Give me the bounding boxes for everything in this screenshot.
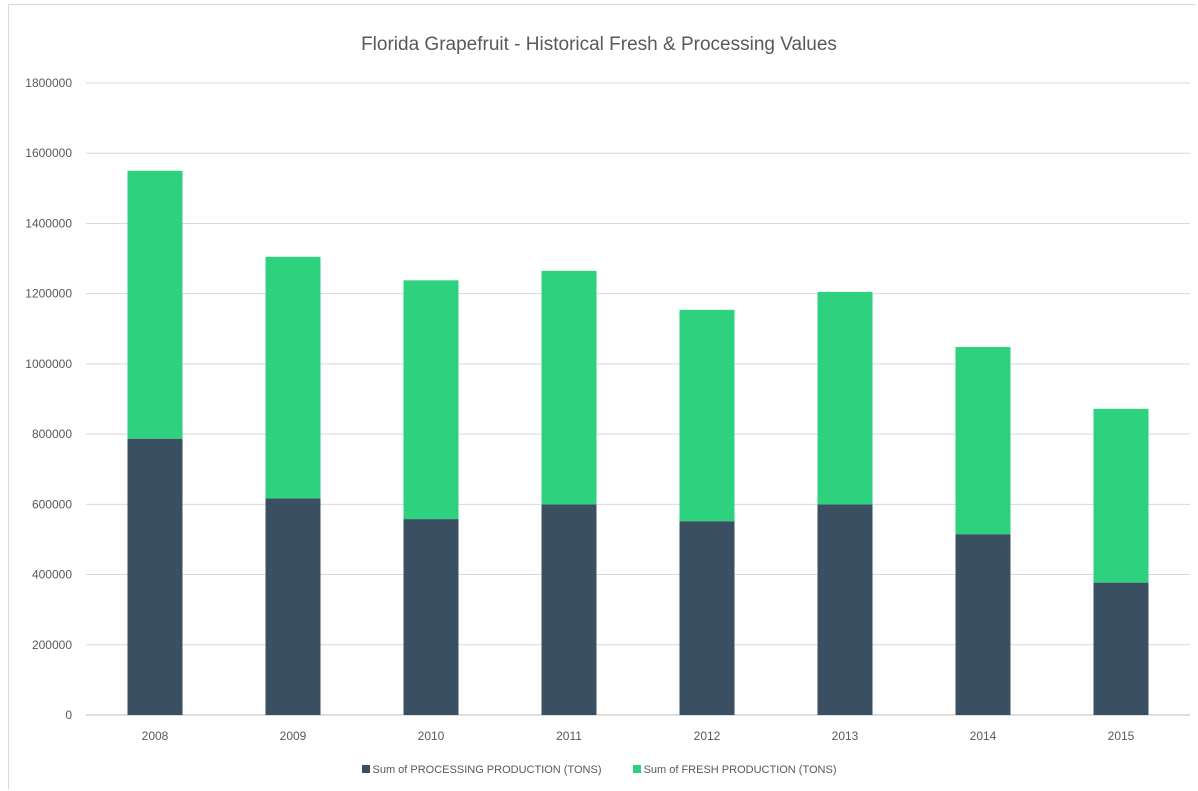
bar-fresh xyxy=(817,291,873,505)
chart-plot-area: 0 200000 400000 600000 800000 1000000 1200000 1… xyxy=(25,76,1190,743)
y-tick-label: 0 xyxy=(65,708,72,722)
y-tick-label: 400000 xyxy=(32,568,72,582)
y-tick-label: 200000 xyxy=(32,638,72,652)
y-tick-label: 1200000 xyxy=(25,287,72,301)
y-tick-label: 1800000 xyxy=(25,76,72,90)
bar-processing xyxy=(541,504,597,715)
bar-fresh xyxy=(955,347,1011,535)
y-tick-label: 1600000 xyxy=(25,146,72,160)
legend-label-processing: Sum of PROCESSING PRODUCTION (TONS) xyxy=(372,764,602,776)
legend-label-fresh: Sum of FRESH PRODUCTION (TONS) xyxy=(643,764,837,776)
x-tick-label: 2012 xyxy=(694,729,721,743)
bar-processing xyxy=(265,498,321,715)
legend-swatch-processing xyxy=(361,765,370,773)
y-tick-label: 1400000 xyxy=(25,216,72,230)
bar-processing xyxy=(817,504,873,715)
x-tick-label: 2014 xyxy=(970,729,997,743)
bar-fresh xyxy=(127,170,183,439)
x-tick-label: 2009 xyxy=(280,729,307,743)
legend-item-fresh: Sum of FRESH PRODUCTION (TONS) xyxy=(632,764,837,776)
x-tick-label: 2008 xyxy=(142,729,169,743)
bar-processing xyxy=(955,534,1011,715)
x-tick-label: 2010 xyxy=(418,729,445,743)
x-tick-label: 2013 xyxy=(832,729,859,743)
x-tick-label: 2015 xyxy=(1108,729,1135,743)
chart-title: Florida Grapefruit - Historical Fresh & … xyxy=(361,34,837,55)
bar-fresh xyxy=(403,280,459,520)
legend-item-processing: Sum of PROCESSING PRODUCTION (TONS) xyxy=(361,764,602,776)
bar-fresh xyxy=(679,309,735,522)
y-tick-label: 600000 xyxy=(32,497,72,511)
bar-processing xyxy=(1093,582,1149,715)
bar-processing xyxy=(127,438,183,715)
y-tick-label: 800000 xyxy=(32,427,72,441)
bar-fresh xyxy=(1093,408,1149,583)
chart-frame xyxy=(8,4,1196,789)
legend-swatch-fresh xyxy=(632,765,641,773)
bar-fresh xyxy=(541,270,597,505)
bar-processing xyxy=(679,521,735,715)
x-tick-label: 2011 xyxy=(556,729,582,743)
bar-fresh xyxy=(265,256,321,499)
bar-processing xyxy=(403,519,459,715)
y-tick-label: 1000000 xyxy=(25,357,72,371)
chart-legend: Sum of PROCESSING PRODUCTION (TONS) Sum … xyxy=(0,764,1198,776)
